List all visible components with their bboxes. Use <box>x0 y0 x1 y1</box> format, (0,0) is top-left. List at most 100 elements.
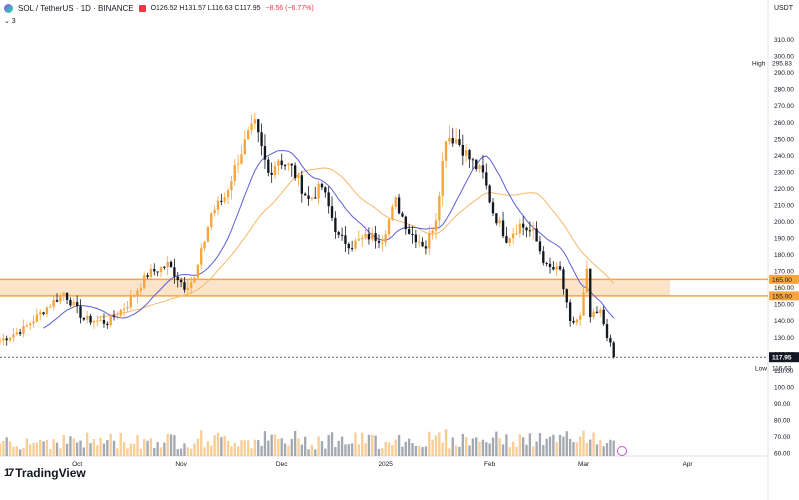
volume-bar <box>253 439 257 456</box>
volume-bar <box>414 446 418 456</box>
volume-bar <box>210 445 213 456</box>
symbol-title[interactable]: SOL / TetherUS · 1D · BINANCE <box>18 4 134 13</box>
x-tick-label: Oct <box>72 461 82 468</box>
candle <box>404 216 407 230</box>
candle <box>52 300 55 307</box>
volume-bar <box>387 442 391 456</box>
volume-bar <box>149 438 153 456</box>
x-tick-label: Feb <box>484 461 496 468</box>
volume-bar <box>122 442 126 456</box>
candle <box>156 271 159 273</box>
candle <box>216 200 220 210</box>
y-tick-label: 100.00 <box>774 384 794 391</box>
volume-bar <box>267 440 270 456</box>
candle <box>337 232 340 235</box>
candle <box>599 309 602 313</box>
candle <box>475 159 478 170</box>
flash-icon[interactable] <box>617 446 627 456</box>
candle <box>146 275 149 277</box>
candle <box>139 288 143 291</box>
candle <box>377 240 381 243</box>
candle <box>568 302 572 321</box>
candle <box>438 195 441 221</box>
candle <box>424 246 428 249</box>
volume-bar <box>575 442 579 456</box>
volume-bar <box>461 433 464 456</box>
candle <box>461 144 464 156</box>
candle <box>505 236 508 243</box>
volume-bar <box>337 440 340 456</box>
volume-bar <box>82 447 86 456</box>
candle <box>42 312 45 315</box>
zone-165-label-text: 165.00 <box>772 277 792 284</box>
candle <box>300 175 304 194</box>
candle <box>458 139 461 145</box>
candle <box>602 309 605 325</box>
volume-bar <box>132 443 136 456</box>
candle <box>558 266 562 270</box>
volume-bar <box>2 440 5 456</box>
candle <box>45 307 49 315</box>
candle <box>304 193 307 196</box>
candle <box>99 320 102 322</box>
candle <box>173 267 176 277</box>
candle <box>226 190 230 198</box>
high-marker-value: 295.83 <box>772 61 792 68</box>
candle <box>102 320 106 324</box>
candle <box>522 223 525 228</box>
candle <box>186 288 189 290</box>
volume-bar <box>374 435 377 456</box>
volume-bar <box>270 434 273 456</box>
indicator-toggle[interactable]: ⌄ 3 <box>4 18 16 25</box>
volume-bar <box>29 444 32 456</box>
currency-label[interactable]: USDT <box>773 5 793 12</box>
candle <box>82 317 86 320</box>
volume-bar <box>257 439 260 456</box>
volume-bar <box>55 442 59 456</box>
volume-bar <box>585 442 589 456</box>
moving-average-long <box>97 167 615 319</box>
volume-bar <box>186 447 189 456</box>
candle <box>367 233 371 240</box>
candle <box>582 292 585 316</box>
candle <box>478 165 481 170</box>
candle <box>0 340 2 342</box>
candle <box>189 282 193 289</box>
volume-bar <box>522 437 525 456</box>
volume-bar <box>116 448 119 456</box>
candle <box>263 146 267 160</box>
volume-bar <box>545 438 548 456</box>
candle <box>96 320 99 322</box>
candle <box>257 119 260 133</box>
candle <box>538 241 542 252</box>
volume-bar <box>300 444 304 456</box>
volume-bar <box>384 441 387 456</box>
candle <box>210 213 213 228</box>
volume-bar <box>247 440 250 456</box>
volume-bar <box>485 442 488 456</box>
candle <box>267 159 270 173</box>
volume-bar <box>579 436 582 456</box>
candle <box>277 160 280 167</box>
volume-bar <box>52 439 55 456</box>
candle <box>119 309 122 316</box>
volume-bar <box>287 445 290 456</box>
volume-bar <box>350 443 354 456</box>
volume-bar <box>102 443 106 456</box>
volume-bar <box>605 443 609 456</box>
volume-bar <box>324 448 327 456</box>
candle <box>324 187 327 193</box>
volume-bar <box>515 446 518 456</box>
volume-bar <box>119 432 122 456</box>
candle <box>159 266 163 273</box>
candle <box>243 139 246 155</box>
volume-bar <box>565 431 568 456</box>
y-tick-label: 200.00 <box>774 219 794 226</box>
candle <box>327 192 330 207</box>
volume-bar <box>243 440 246 456</box>
volume-bar <box>35 442 39 456</box>
volume-bar <box>216 432 220 456</box>
volume-bar <box>404 441 407 456</box>
volume-bar <box>277 439 280 456</box>
